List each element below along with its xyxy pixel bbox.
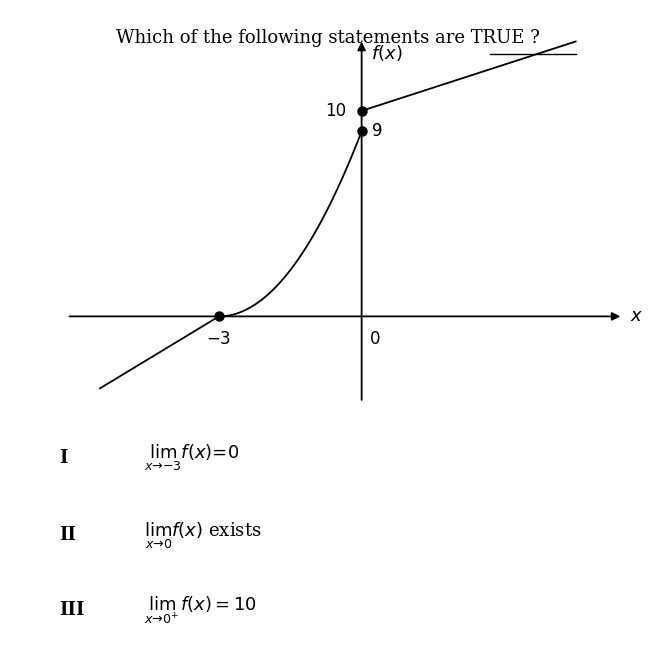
Text: 9: 9 — [372, 123, 382, 140]
Text: II: II — [59, 526, 76, 545]
Text: $\lim_{x \to 0} f(x)$ exists: $\lim_{x \to 0} f(x)$ exists — [144, 520, 262, 550]
Text: I: I — [59, 448, 68, 467]
Text: $f(x)$: $f(x)$ — [371, 43, 403, 63]
Text: Which of the following statements are TRUE ?: Which of the following statements are TR… — [116, 29, 540, 47]
Text: $x$: $x$ — [630, 308, 644, 325]
Text: $-3$: $-3$ — [207, 330, 232, 348]
Text: $\lim_{x \to 0^+} f(x) = 10$: $\lim_{x \to 0^+} f(x) = 10$ — [144, 594, 257, 626]
Text: $\lim_{x \to -3} f(x) = 0$: $\lim_{x \to -3} f(x) = 0$ — [144, 443, 239, 472]
Text: 0: 0 — [370, 330, 380, 348]
Text: 10: 10 — [325, 102, 346, 120]
Text: III: III — [59, 601, 85, 619]
